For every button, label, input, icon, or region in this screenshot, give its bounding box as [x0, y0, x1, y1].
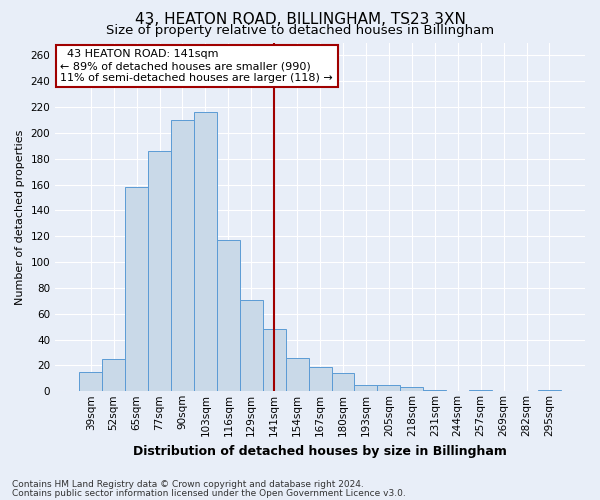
Bar: [332, 373, 355, 392]
Bar: [240, 300, 263, 392]
Bar: [263, 330, 286, 392]
Bar: [194, 112, 217, 392]
Bar: [308, 366, 332, 392]
Bar: [377, 385, 400, 392]
Bar: [286, 358, 308, 392]
Bar: [171, 120, 194, 392]
Bar: [79, 372, 102, 392]
Bar: [469, 390, 492, 392]
Text: Contains public sector information licensed under the Open Government Licence v3: Contains public sector information licen…: [12, 488, 406, 498]
Bar: [423, 390, 446, 392]
Bar: [217, 240, 240, 392]
Text: Size of property relative to detached houses in Billingham: Size of property relative to detached ho…: [106, 24, 494, 37]
Text: Contains HM Land Registry data © Crown copyright and database right 2024.: Contains HM Land Registry data © Crown c…: [12, 480, 364, 489]
Bar: [400, 388, 423, 392]
Bar: [102, 359, 125, 392]
Bar: [538, 390, 561, 392]
Bar: [148, 151, 171, 392]
Text: 43 HEATON ROAD: 141sqm
← 89% of detached houses are smaller (990)
11% of semi-de: 43 HEATON ROAD: 141sqm ← 89% of detached…: [61, 50, 333, 82]
Bar: [125, 187, 148, 392]
X-axis label: Distribution of detached houses by size in Billingham: Distribution of detached houses by size …: [133, 444, 507, 458]
Text: 43, HEATON ROAD, BILLINGHAM, TS23 3XN: 43, HEATON ROAD, BILLINGHAM, TS23 3XN: [134, 12, 466, 28]
Y-axis label: Number of detached properties: Number of detached properties: [15, 129, 25, 304]
Bar: [355, 385, 377, 392]
